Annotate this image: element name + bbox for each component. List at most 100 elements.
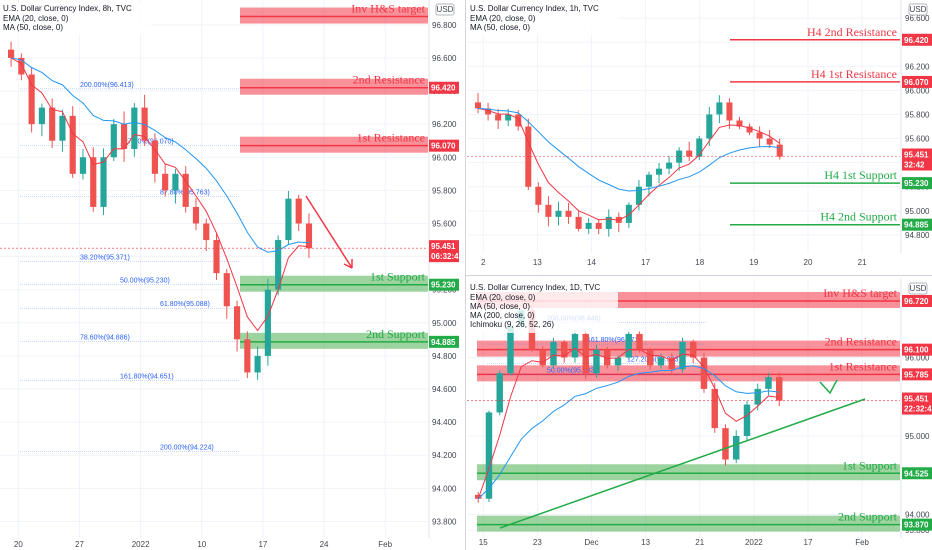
candle-body[interactable] — [305, 223, 313, 249]
candle-body[interactable] — [110, 124, 117, 158]
candle-body[interactable] — [131, 107, 138, 149]
candle-body[interactable] — [505, 114, 512, 121]
candle-body[interactable] — [244, 339, 251, 373]
candle-body[interactable] — [28, 74, 35, 125]
candle-body[interactable] — [545, 204, 552, 217]
candle-body[interactable] — [90, 157, 97, 207]
currency-badge[interactable] — [908, 3, 928, 16]
candle-body[interactable] — [69, 115, 76, 174]
candle-body[interactable] — [565, 210, 572, 217]
candle-body[interactable] — [100, 157, 107, 207]
candle-body[interactable] — [746, 126, 753, 133]
candle-body[interactable] — [765, 377, 772, 389]
candle-body[interactable] — [635, 186, 642, 205]
candle-body[interactable] — [625, 333, 632, 358]
candle-body[interactable] — [162, 173, 169, 191]
candle-body[interactable] — [233, 306, 241, 340]
candle-body[interactable] — [18, 57, 25, 75]
y-tick-label: 95.000 — [905, 207, 930, 216]
candle-body[interactable] — [605, 216, 612, 229]
candle-body[interactable] — [754, 388, 761, 405]
current-price-tag-bg — [429, 240, 459, 263]
currency-label: USD — [910, 284, 927, 293]
y-tick-label: 94.200 — [432, 451, 457, 460]
currency-badge[interactable] — [435, 3, 455, 16]
y-tick-label: 95.600 — [432, 219, 457, 228]
candle-body[interactable] — [690, 341, 697, 358]
candle-body[interactable] — [485, 108, 492, 115]
candle-body[interactable] — [475, 102, 482, 109]
price-tag-bg — [902, 467, 932, 480]
x-tick-label: 23 — [533, 538, 542, 547]
candle-body[interactable] — [756, 132, 763, 139]
candle-body[interactable] — [625, 204, 632, 223]
candle-body[interactable] — [495, 114, 502, 121]
x-tick-label: 2 — [481, 258, 486, 267]
candle-body[interactable] — [8, 49, 15, 58]
candle-body[interactable] — [736, 120, 743, 127]
candle-body[interactable] — [120, 124, 128, 149]
candle-body[interactable] — [636, 333, 643, 350]
candle-body[interactable] — [475, 494, 482, 499]
candle-body[interactable] — [555, 210, 562, 217]
candle-body[interactable] — [647, 349, 654, 366]
candle-body[interactable] — [535, 186, 542, 205]
candle-body[interactable] — [614, 357, 622, 366]
level-label: 1st Resistance — [829, 359, 897, 373]
candle-body[interactable] — [733, 435, 740, 460]
candle-body[interactable] — [275, 240, 282, 290]
candle-body[interactable] — [49, 107, 56, 141]
candle-body[interactable] — [593, 349, 600, 374]
candle-body[interactable] — [696, 138, 703, 157]
candle-body[interactable] — [711, 388, 718, 429]
candle-body[interactable] — [716, 102, 723, 115]
candle-body[interactable] — [726, 102, 733, 121]
candle-body[interactable] — [686, 150, 693, 157]
candle-body[interactable] — [496, 373, 503, 413]
pane-1h-chart[interactable]: 96.60096.40096.20096.00095.80095.60095.4… — [467, 0, 932, 267]
candle-body[interactable] — [582, 333, 589, 374]
candle-body[interactable] — [223, 273, 230, 307]
candle-body[interactable] — [539, 349, 546, 366]
candle-body[interactable] — [295, 198, 302, 224]
candle-body[interactable] — [151, 140, 158, 174]
candle-body[interactable] — [776, 144, 783, 157]
candle-body[interactable] — [604, 349, 611, 366]
candle-body[interactable] — [575, 216, 582, 229]
candle-body[interactable] — [59, 115, 66, 141]
candle-body[interactable] — [595, 222, 602, 229]
candle-body[interactable] — [254, 355, 261, 373]
pane-8h-chart[interactable]: 96.80096.60096.40096.20096.00095.80095.6… — [0, 0, 464, 549]
candle-body[interactable] — [213, 240, 220, 274]
candle-body[interactable] — [550, 341, 557, 366]
candle-body[interactable] — [706, 114, 713, 139]
candle-body[interactable] — [722, 428, 729, 460]
candle-body[interactable] — [79, 157, 87, 174]
candle-body[interactable] — [571, 333, 579, 358]
candle-body[interactable] — [766, 138, 773, 145]
y-tick-label: 94.000 — [432, 484, 457, 493]
candle-body[interactable] — [657, 357, 665, 366]
pane-1d-chart[interactable]: 96.00095.00094.00093.8001523Dec132120221… — [467, 279, 932, 547]
candle-body[interactable] — [666, 162, 673, 169]
candle-body[interactable] — [485, 412, 493, 499]
candle-body[interactable] — [668, 357, 675, 370]
candle-body[interactable] — [776, 377, 783, 401]
candle-body[interactable] — [203, 223, 210, 241]
currency-badge[interactable] — [908, 282, 928, 295]
candle-body[interactable] — [172, 173, 179, 191]
candle-body[interactable] — [38, 107, 45, 125]
candle-body[interactable] — [645, 174, 652, 187]
candle-body[interactable] — [700, 357, 708, 389]
candle-body[interactable] — [743, 404, 751, 436]
candle-body[interactable] — [515, 114, 522, 127]
candle-body[interactable] — [182, 173, 189, 207]
candle-body[interactable] — [285, 198, 292, 241]
candle-body[interactable] — [264, 289, 271, 356]
candle-body[interactable] — [561, 341, 568, 358]
candle-body[interactable] — [656, 168, 663, 175]
candle-body[interactable] — [507, 326, 514, 374]
candle-body[interactable] — [679, 341, 686, 370]
candle-body[interactable] — [585, 222, 592, 229]
candle-body[interactable] — [192, 206, 200, 224]
